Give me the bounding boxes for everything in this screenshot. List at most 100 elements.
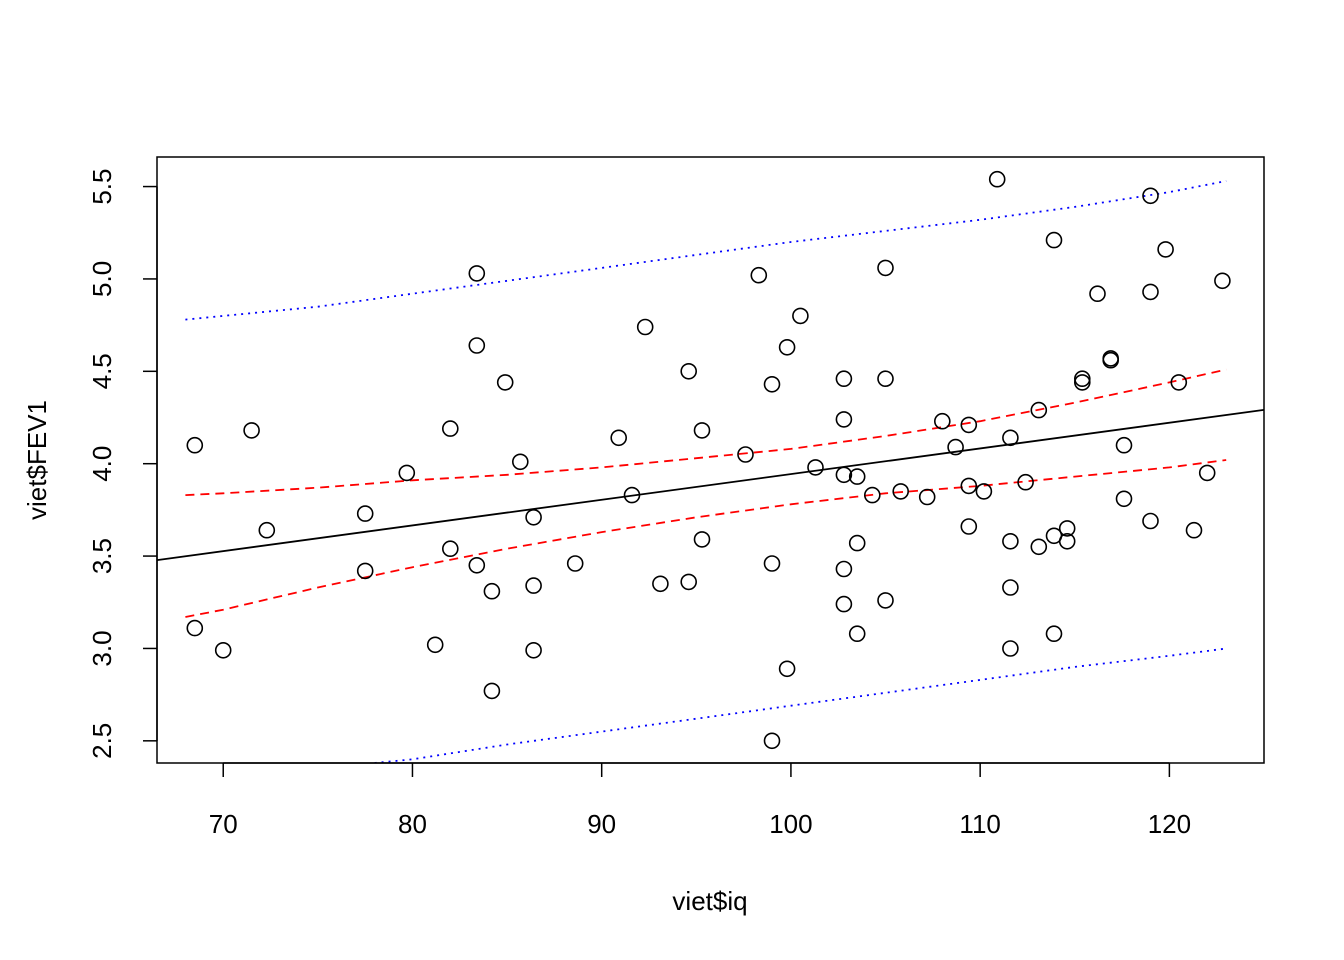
line-confidence-upper bbox=[185, 368, 1227, 496]
y-axis-label: viet$FEV1 bbox=[22, 400, 52, 520]
data-point bbox=[468, 265, 486, 282]
data-point bbox=[680, 362, 698, 380]
data-point bbox=[892, 483, 910, 500]
data-point bbox=[1214, 272, 1231, 290]
data-point bbox=[186, 436, 204, 454]
x-tick-label: 100 bbox=[769, 809, 812, 839]
data-point bbox=[1170, 374, 1188, 391]
data-point bbox=[877, 259, 894, 277]
data-point bbox=[877, 592, 894, 609]
data-point bbox=[807, 459, 824, 476]
data-point bbox=[610, 429, 628, 447]
data-point bbox=[835, 595, 853, 613]
data-point bbox=[1142, 512, 1159, 530]
data-point bbox=[1002, 640, 1019, 657]
data-point bbox=[863, 486, 881, 504]
data-point bbox=[623, 486, 641, 504]
data-point bbox=[1030, 538, 1048, 556]
data-point bbox=[468, 337, 486, 354]
y-tick-label: 4.5 bbox=[87, 353, 117, 389]
x-tick-label: 120 bbox=[1148, 809, 1191, 839]
data-point bbox=[1089, 285, 1106, 303]
data-point bbox=[680, 573, 698, 591]
line-confidence-lower bbox=[185, 459, 1227, 618]
data-point bbox=[763, 375, 781, 393]
data-point bbox=[1045, 231, 1063, 249]
data-point bbox=[1045, 625, 1063, 643]
points-layer bbox=[186, 170, 1231, 750]
line-fit bbox=[157, 409, 1264, 561]
x-tick-label: 70 bbox=[209, 809, 238, 839]
line-prediction-lower bbox=[374, 647, 1227, 763]
data-point bbox=[693, 422, 711, 439]
data-point bbox=[441, 540, 459, 558]
data-point bbox=[835, 466, 853, 484]
data-point bbox=[243, 422, 260, 439]
data-point bbox=[652, 575, 669, 593]
data-point bbox=[426, 636, 444, 654]
data-point bbox=[877, 370, 894, 388]
y-tick-label: 3.5 bbox=[87, 538, 117, 574]
x-tick-label: 110 bbox=[959, 809, 1000, 839]
data-point bbox=[258, 521, 276, 539]
data-point bbox=[933, 412, 951, 430]
plot-frame bbox=[156, 156, 1265, 764]
data-point bbox=[778, 338, 796, 356]
x-tick-label: 80 bbox=[398, 809, 427, 839]
line-prediction-upper bbox=[185, 180, 1227, 321]
data-point bbox=[763, 555, 781, 572]
lines-layer bbox=[157, 180, 1264, 763]
data-point bbox=[947, 438, 964, 456]
data-point bbox=[398, 464, 416, 482]
data-point bbox=[1017, 473, 1034, 491]
data-point bbox=[1198, 464, 1216, 482]
data-point bbox=[1058, 520, 1076, 537]
data-point bbox=[1142, 283, 1159, 301]
data-point bbox=[848, 468, 866, 485]
data-point bbox=[1102, 351, 1119, 369]
data-point bbox=[186, 619, 204, 637]
data-point bbox=[1185, 521, 1203, 539]
data-point bbox=[960, 416, 978, 434]
data-point bbox=[483, 582, 501, 600]
y-tick-label: 5.0 bbox=[87, 261, 117, 297]
data-point bbox=[848, 534, 866, 552]
data-point bbox=[750, 266, 768, 284]
data-point bbox=[1058, 532, 1076, 550]
data-point bbox=[511, 453, 529, 471]
data-point bbox=[525, 641, 542, 659]
data-point bbox=[468, 556, 486, 574]
data-point bbox=[960, 518, 978, 535]
data-point bbox=[636, 318, 654, 336]
data-point bbox=[835, 560, 853, 578]
x-tick-label: 90 bbox=[587, 809, 616, 839]
data-point bbox=[835, 411, 853, 428]
data-point bbox=[1142, 187, 1159, 205]
data-point bbox=[1157, 241, 1174, 258]
data-point bbox=[1074, 374, 1091, 391]
data-point bbox=[960, 477, 978, 495]
data-point bbox=[835, 370, 853, 388]
data-point bbox=[792, 307, 809, 325]
data-point bbox=[496, 374, 514, 391]
y-tick-label: 3.0 bbox=[87, 630, 117, 666]
axes-layer: 70 80 90 100 110 120 2.5 3.0 3.5 4.0 4.5 5.0 5.5 bbox=[87, 169, 1191, 839]
x-axis-label: viet$iq bbox=[672, 886, 747, 916]
data-point bbox=[566, 555, 584, 572]
data-point bbox=[1002, 429, 1019, 447]
data-point bbox=[1030, 401, 1048, 419]
data-point bbox=[525, 508, 542, 526]
data-point bbox=[483, 682, 501, 700]
y-tick-label: 5.5 bbox=[87, 169, 117, 205]
data-point bbox=[356, 562, 374, 580]
y-tick-label: 2.5 bbox=[87, 723, 117, 759]
data-point bbox=[214, 641, 232, 659]
data-point bbox=[693, 531, 711, 548]
data-point bbox=[988, 170, 1006, 188]
data-point bbox=[975, 483, 993, 500]
data-point bbox=[737, 446, 754, 463]
data-point bbox=[1002, 579, 1019, 596]
data-point bbox=[525, 577, 542, 594]
data-point bbox=[918, 488, 936, 506]
